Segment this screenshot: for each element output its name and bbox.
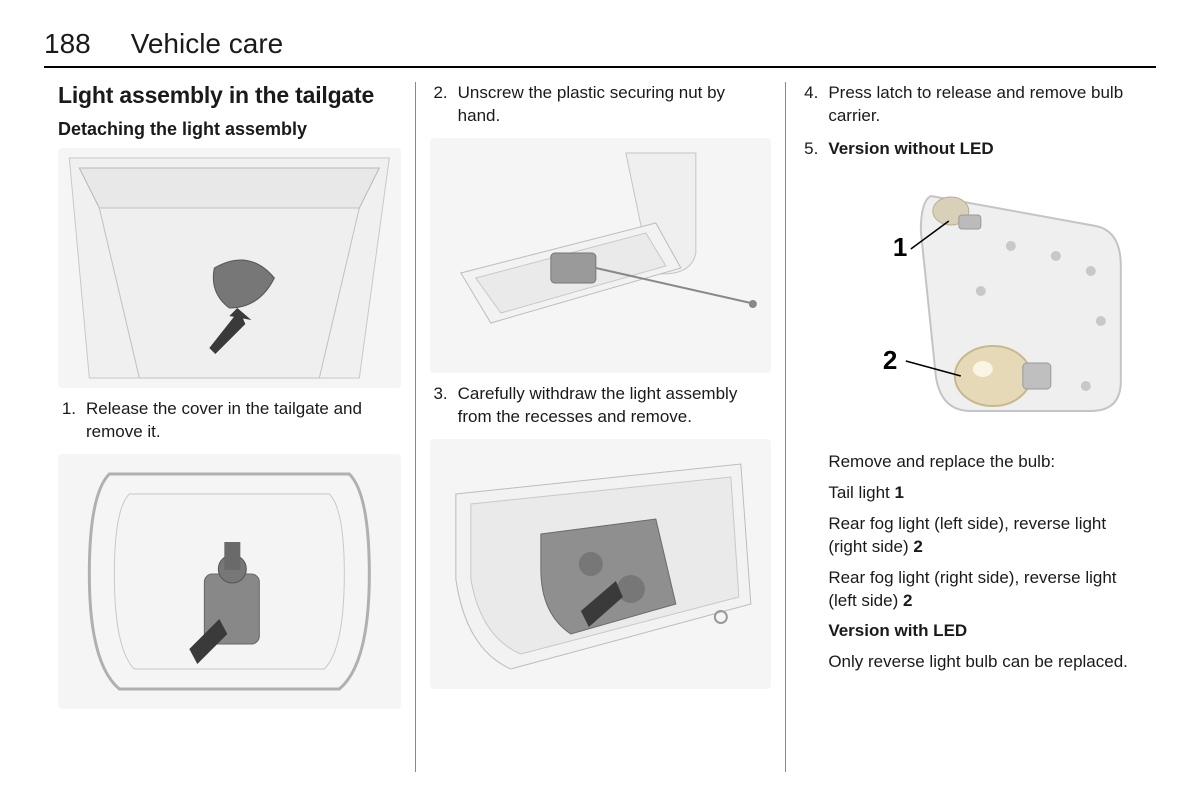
callout-1-svgtext: 1 bbox=[893, 232, 907, 262]
illustration-tailgate-cover bbox=[58, 148, 401, 388]
page-header: 188 Vehicle care bbox=[44, 28, 1156, 68]
column-1: Light assembly in the tailgate Detaching… bbox=[44, 82, 415, 772]
step-5: 5. Version without LED bbox=[800, 138, 1142, 161]
step-5-num: 5. bbox=[800, 138, 818, 161]
led-text: Only reverse light bulb can be replaced. bbox=[828, 651, 1142, 674]
step-3: 3. Carefully withdraw the light assembly… bbox=[430, 383, 772, 429]
step-3-text: Carefully withdraw the light assembly fr… bbox=[458, 383, 772, 429]
bulb-line-1-label: Tail light bbox=[828, 483, 894, 502]
chapter-title: Vehicle care bbox=[131, 28, 284, 60]
bulb-line-3-num: 2 bbox=[903, 591, 912, 610]
content-columns: Light assembly in the tailgate Detaching… bbox=[44, 82, 1156, 772]
step-1-num: 1. bbox=[58, 398, 76, 444]
step-4-num: 4. bbox=[800, 82, 818, 128]
step-4: 4. Press latch to release and remove bul… bbox=[800, 82, 1142, 128]
bulb-line-1: Tail light 1 bbox=[828, 482, 1142, 505]
bulb-intro: Remove and replace the bulb: bbox=[828, 451, 1142, 474]
bulb-line-3-label: Rear fog light (right side), reverse lig… bbox=[828, 568, 1116, 610]
step-2-num: 2. bbox=[430, 82, 448, 128]
step-5-text: Version without LED bbox=[828, 138, 1142, 161]
column-2: 2. Unscrew the plastic securing nut by h… bbox=[415, 82, 786, 772]
bulb-line-2-label: Rear fog light (left side), reverse ligh… bbox=[828, 514, 1106, 556]
column-3: 4. Press latch to release and remove bul… bbox=[785, 82, 1156, 772]
step-2: 2. Unscrew the plastic securing nut by h… bbox=[430, 82, 772, 128]
step-1-text: Release the cover in the tailgate and re… bbox=[86, 398, 401, 444]
illustration-bulb-callouts: 1 2 bbox=[800, 171, 1142, 441]
step-3-num: 3. bbox=[430, 383, 448, 429]
step-4-text: Press latch to release and remove bulb c… bbox=[828, 82, 1142, 128]
bulb-line-2-num: 2 bbox=[913, 537, 922, 556]
bulb-line-1-num: 1 bbox=[894, 483, 903, 502]
illustration-securing-nut bbox=[58, 454, 401, 709]
illustration-bulb-carrier bbox=[430, 439, 772, 689]
callout-2-svgtext: 2 bbox=[883, 345, 897, 375]
step-1: 1. Release the cover in the tailgate and… bbox=[58, 398, 401, 444]
section-title: Light assembly in the tailgate bbox=[58, 82, 401, 109]
step-2-text: Unscrew the plastic securing nut by hand… bbox=[458, 82, 772, 128]
led-heading: Version with LED bbox=[828, 620, 1142, 643]
page-number: 188 bbox=[44, 28, 91, 60]
illustration-withdraw-assembly bbox=[430, 138, 772, 373]
subheading: Detaching the light assembly bbox=[58, 119, 401, 140]
bulb-line-3: Rear fog light (right side), reverse lig… bbox=[828, 567, 1142, 613]
bulb-line-2: Rear fog light (left side), reverse ligh… bbox=[828, 513, 1142, 559]
